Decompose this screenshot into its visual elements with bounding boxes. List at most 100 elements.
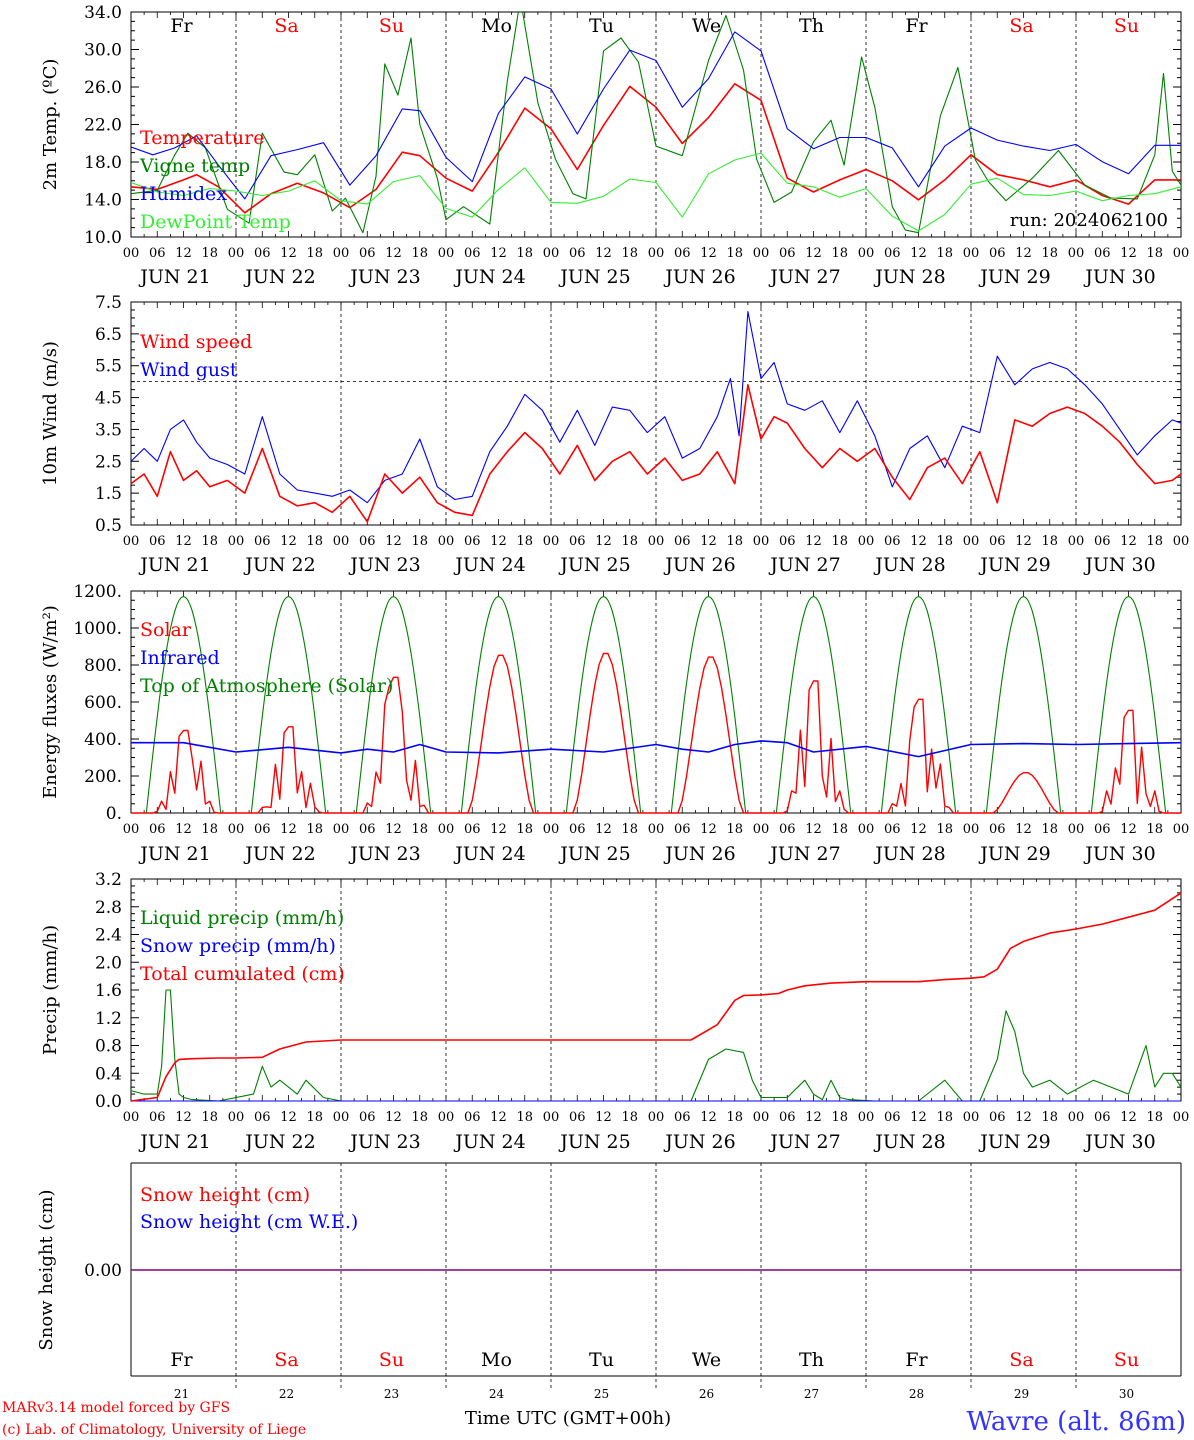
y-tick-label: 3.5 — [95, 420, 122, 440]
date-label: JUN 29 — [978, 843, 1050, 865]
day-name: We — [692, 1349, 721, 1371]
day-number: 21 — [174, 1387, 189, 1401]
date-label: JUN 30 — [1083, 266, 1155, 288]
hour-tick-label: 00 — [123, 534, 140, 549]
hour-tick-label: 06 — [674, 534, 691, 549]
hour-tick-label: 06 — [779, 1110, 796, 1125]
run-annotation: run: 2024062100 — [1010, 210, 1168, 231]
date-label: JUN 28 — [873, 1131, 945, 1153]
hour-tick-label: 00 — [438, 246, 455, 261]
series-line — [131, 152, 1181, 232]
y-tick-label: 5.5 — [95, 357, 122, 377]
hour-tick-label: 18 — [1146, 1110, 1163, 1125]
series-line — [130, 311, 1182, 504]
hour-tick-label: 06 — [674, 1110, 691, 1125]
date-label: JUN 24 — [453, 554, 525, 576]
hour-tick-label: 12 — [490, 534, 507, 549]
hour-tick-label: 18 — [621, 246, 638, 261]
day-name: Th — [799, 1349, 824, 1371]
legend-entry: Snow precip (mm/h) — [140, 935, 336, 957]
legend-entry: Infrared — [140, 647, 220, 669]
day-number: 22 — [279, 1387, 294, 1401]
date-label: JUN 22 — [243, 554, 315, 576]
series-line — [130, 892, 1182, 1102]
hour-tick-label: 00 — [123, 822, 140, 837]
hour-tick-label: 12 — [910, 246, 927, 261]
hour-tick-label: 18 — [936, 534, 953, 549]
hour-tick-label: 12 — [700, 1110, 717, 1125]
hour-tick-label: 06 — [989, 534, 1006, 549]
series-lines — [131, 595, 1182, 814]
hour-tick-label: 12 — [1120, 1110, 1137, 1125]
hour-tick-label: 06 — [1094, 534, 1111, 549]
legend-entry: Liquid precip (mm/h) — [140, 907, 344, 929]
day-name: Sa — [274, 15, 298, 37]
hour-tick-label: 18 — [726, 822, 743, 837]
hour-tick-label: 00 — [858, 246, 875, 261]
date-label: JUN 26 — [663, 843, 735, 865]
hour-tick-label: 12 — [1015, 1110, 1032, 1125]
hour-tick-label: 12 — [1015, 246, 1032, 261]
date-label: JUN 26 — [663, 266, 735, 288]
hour-tick-label: 12 — [1120, 246, 1137, 261]
day-name: Sa — [274, 1349, 298, 1371]
y-tick-label: 2.8 — [95, 898, 122, 918]
date-label: JUN 22 — [243, 843, 315, 865]
hour-tick-label: 18 — [306, 822, 323, 837]
hour-tick-label: 12 — [595, 246, 612, 261]
date-label: JUN 21 — [138, 266, 210, 288]
date-label: JUN 23 — [348, 1131, 420, 1153]
date-label: JUN 24 — [453, 1131, 525, 1153]
hour-tick-label: 00 — [753, 534, 770, 549]
hour-tick-label: 18 — [1146, 822, 1163, 837]
date-label: JUN 28 — [873, 266, 945, 288]
hour-tick-label: 06 — [989, 822, 1006, 837]
hour-tick-label: 00 — [963, 822, 980, 837]
hour-tick-label: 12 — [175, 534, 192, 549]
hour-tick-label: 12 — [805, 822, 822, 837]
legend-entry: Vigne temp — [139, 155, 250, 177]
series-line — [130, 989, 1182, 1102]
series-line — [131, 740, 1182, 758]
hour-tick-label: 12 — [385, 822, 402, 837]
day-name: Fr — [905, 15, 928, 37]
date-label: JUN 27 — [768, 1131, 840, 1153]
y-tick-label: 2.5 — [95, 452, 122, 472]
hour-tick-label: 12 — [805, 534, 822, 549]
hour-tick-label: 12 — [175, 822, 192, 837]
hour-tick-label: 18 — [621, 1110, 638, 1125]
hour-tick-label: 12 — [175, 1110, 192, 1125]
hour-tick-label: 06 — [674, 822, 691, 837]
date-label: JUN 21 — [138, 554, 210, 576]
hour-tick-label: 12 — [910, 534, 927, 549]
hour-tick-label: 06 — [884, 534, 901, 549]
hour-tick-label: 18 — [831, 246, 848, 261]
hour-tick-label: 18 — [411, 1110, 428, 1125]
hour-tick-label: 18 — [201, 246, 218, 261]
hour-tick-label: 18 — [1041, 534, 1058, 549]
y-tick-label: 0.0 — [95, 1092, 122, 1112]
date-label: JUN 23 — [348, 266, 420, 288]
panel-frame — [130, 11, 1182, 238]
date-label: JUN 24 — [453, 266, 525, 288]
day-name: Fr — [905, 1349, 928, 1371]
hour-tick-label: 00 — [333, 246, 350, 261]
hour-tick-label: 12 — [700, 534, 717, 549]
day-name: Mo — [481, 1349, 512, 1371]
y-axis-label: Snow height (cm) — [36, 1189, 57, 1350]
y-tick-label: 6.5 — [95, 325, 122, 345]
y-tick-label: 1200. — [73, 582, 122, 602]
hour-tick-label: 18 — [831, 822, 848, 837]
series-line — [131, 652, 1181, 814]
y-tick-label: 7.5 — [95, 293, 122, 313]
hour-tick-label: 06 — [464, 534, 481, 549]
legend-entry: Solar — [140, 619, 192, 641]
day-name: Fr — [170, 15, 193, 37]
hour-tick-label: 06 — [254, 246, 271, 261]
hour-tick-label: 18 — [621, 534, 638, 549]
hour-tick-label: 00 — [753, 246, 770, 261]
date-label: JUN 29 — [978, 266, 1050, 288]
hour-tick-label: 06 — [254, 1110, 271, 1125]
hour-tick-label: 18 — [516, 1110, 533, 1125]
